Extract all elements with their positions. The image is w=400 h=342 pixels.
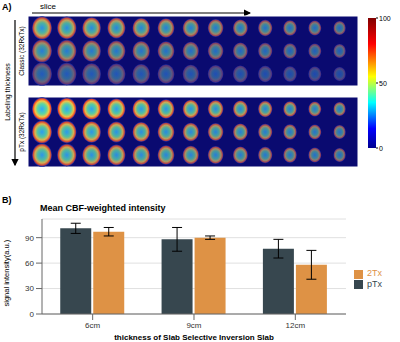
svg-text:50: 50 <box>379 80 387 87</box>
svg-text:signal intensity(a.u.): signal intensity(a.u.) <box>2 239 11 306</box>
svg-text:30: 30 <box>25 284 34 293</box>
svg-text:thickness of Slab Selective In: thickness of Slab Selective Inversion Sl… <box>114 333 274 342</box>
html-text:2Tx: 2Tx <box>367 268 382 279</box>
svg-text:60: 60 <box>25 259 34 268</box>
svg-text:slice: slice <box>40 2 57 11</box>
html-text:Mean CBF-weighted intensity: Mean CBF-weighted intensity <box>40 203 166 213</box>
svg-text:90: 90 <box>25 234 34 243</box>
svg-text:9cm: 9cm <box>186 321 201 330</box>
svg-text:0: 0 <box>30 310 35 319</box>
html-text:pTx: pTx <box>367 278 382 289</box>
svg-text:pTx (32RxTx): pTx (32RxTx) <box>18 112 26 151</box>
svg-text:Classic (32RxTx): Classic (32RxTx) <box>18 26 26 75</box>
svg-text:6cm: 6cm <box>85 321 100 330</box>
svg-text:12cm: 12cm <box>286 321 306 330</box>
svg-text:100: 100 <box>379 15 391 22</box>
html-text:B): B) <box>2 195 12 205</box>
svg-text:0: 0 <box>379 145 383 152</box>
svg-text:Labeling thickness: Labeling thickness <box>4 63 12 121</box>
svg-text:A): A) <box>2 2 12 12</box>
